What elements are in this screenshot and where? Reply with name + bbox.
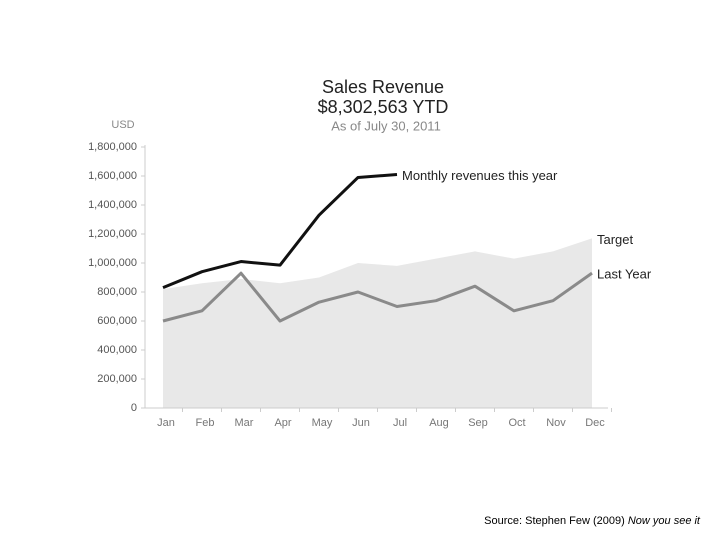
x-tick-label: May	[312, 417, 333, 429]
series-label: Target	[597, 232, 634, 247]
y-tick-label: 800,000	[97, 286, 137, 298]
x-tick-label: Mar	[235, 417, 254, 429]
x-tick-label: Nov	[546, 417, 566, 429]
x-tick-label: Jun	[352, 417, 370, 429]
source-text: Source: Stephen Few (2009)	[484, 515, 625, 527]
y-axis-label: USD	[111, 119, 134, 131]
chart-note: As of July 30, 2011	[331, 118, 441, 133]
source-work: Now you see it	[628, 515, 701, 527]
series-label: Last Year	[597, 267, 652, 282]
source: Source: Stephen Few (2009) Now you see i…	[484, 515, 701, 527]
x-tick-label: Feb	[196, 417, 215, 429]
series-line	[162, 173, 398, 290]
x-tick-label: Jan	[157, 417, 175, 429]
target-area	[163, 238, 592, 408]
y-tick-label: 600,000	[97, 315, 137, 327]
x-tick-label: Dec	[585, 417, 605, 429]
chart-title: Sales Revenue	[322, 77, 444, 97]
x-tick-label: Oct	[508, 417, 525, 429]
y-tick-label: 0	[131, 402, 137, 414]
y-tick-label: 1,800,000	[88, 141, 137, 153]
series-line	[162, 271, 593, 323]
x-tick-label: Aug	[429, 417, 449, 429]
y-tick-label: 200,000	[97, 373, 137, 385]
chart-subtitle: $8,302,563 YTD	[318, 97, 449, 117]
y-tick-label: 400,000	[97, 344, 137, 356]
x-tick-label: Jul	[393, 417, 407, 429]
y-tick-label: 1,400,000	[88, 199, 137, 211]
y-tick-label: 1,200,000	[88, 228, 137, 240]
x-tick-label: Apr	[274, 417, 291, 429]
y-tick-label: 1,000,000	[88, 257, 137, 269]
x-tick-label: Sep	[468, 417, 488, 429]
series-label: Monthly revenues this year	[402, 168, 558, 183]
y-tick-label: 1,600,000	[88, 170, 137, 182]
